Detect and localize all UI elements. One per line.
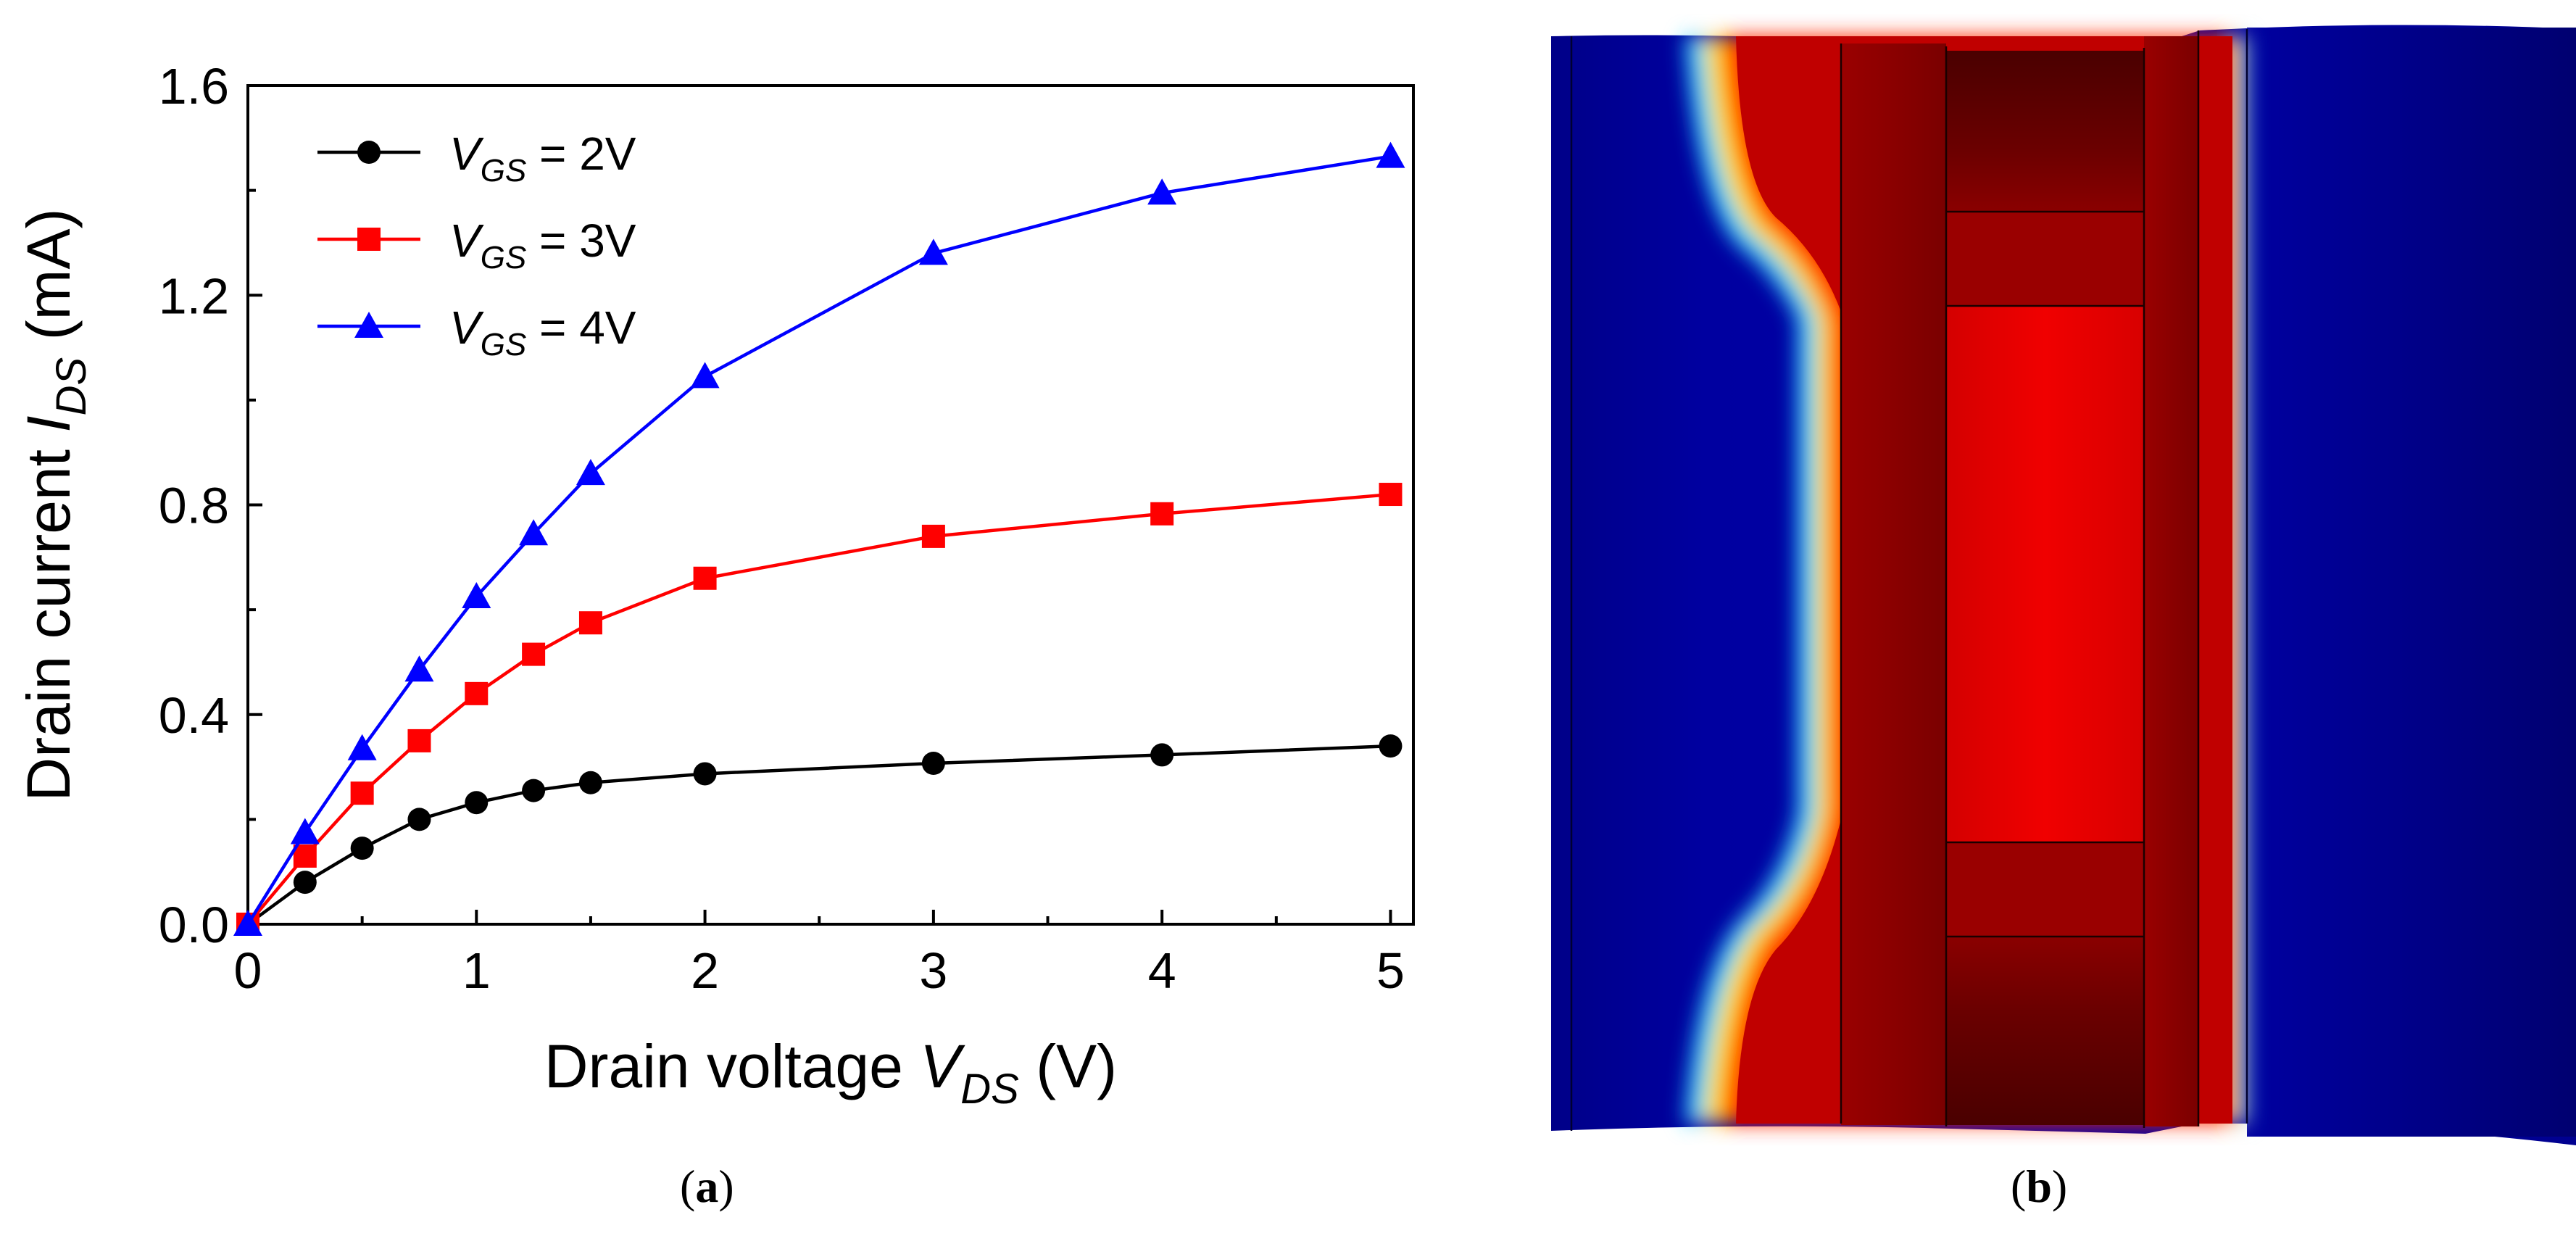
data-point xyxy=(522,642,546,666)
x-axis-label: Drain voltage VDS (V) xyxy=(544,1032,1117,1113)
y-axis-label: Drain current IDS (mA) xyxy=(14,208,95,801)
data-point xyxy=(404,655,434,682)
top-contact xyxy=(1946,51,2144,212)
data-point xyxy=(350,781,374,805)
y-tick-label: 0.0 xyxy=(159,897,229,953)
left-sidewall xyxy=(1841,43,1946,1125)
simulation-right-region xyxy=(2247,28,2576,1137)
channel xyxy=(1946,306,2144,842)
series-layer xyxy=(233,141,1405,936)
data-point xyxy=(407,808,431,831)
data-point xyxy=(350,837,374,860)
x-tick-label: 0 xyxy=(234,942,262,999)
data-point xyxy=(465,791,489,815)
data-point xyxy=(293,871,317,895)
series-2 xyxy=(236,483,1403,936)
legend: VGS = 2V VGS = 3V VGS = 4V xyxy=(317,128,636,362)
data-point xyxy=(290,818,320,844)
legend-item: VGS = 4V xyxy=(317,302,636,362)
y-tick-label: 0.4 xyxy=(159,687,229,744)
data-point xyxy=(1150,743,1174,767)
data-point xyxy=(690,362,720,389)
data-point xyxy=(576,459,605,486)
series-line xyxy=(246,492,1391,926)
x-tick-label: 1 xyxy=(462,942,491,999)
data-point xyxy=(578,771,602,794)
axes: 0 1 2 3 4 5 0.0 0.4 0.8 1.2 1.6 xyxy=(159,58,1415,999)
outer-edges xyxy=(1570,29,2248,1131)
data-point xyxy=(233,910,262,936)
data-point xyxy=(1379,734,1403,758)
x-tick-label: 2 xyxy=(691,942,719,999)
data-point xyxy=(407,729,431,752)
data-point xyxy=(1147,178,1177,205)
geometry-edges xyxy=(1840,30,2200,1128)
legend-item: VGS = 3V xyxy=(317,215,636,275)
series-line xyxy=(246,744,1391,926)
x-tick-label: 3 xyxy=(919,942,947,999)
data-point xyxy=(578,611,602,635)
legend-label: VGS = 4V xyxy=(449,302,636,362)
y-tick-label: 1.2 xyxy=(159,267,229,324)
legend-item: VGS = 2V xyxy=(317,128,636,188)
legend-label: VGS = 3V xyxy=(449,215,636,275)
y-tick-label: 1.6 xyxy=(159,58,229,115)
y-tick-label: 0.8 xyxy=(159,478,229,534)
data-point xyxy=(1150,502,1174,526)
series-1 xyxy=(236,734,1403,936)
data-point xyxy=(347,734,377,760)
caption-b: (b) xyxy=(2011,1161,2068,1212)
series-3 xyxy=(233,141,1405,936)
data-point xyxy=(293,844,317,868)
data-point xyxy=(918,238,948,265)
right-sidewall xyxy=(2144,36,2198,1126)
bottom-contact xyxy=(1946,937,2144,1125)
legend-label: VGS = 2V xyxy=(449,128,636,188)
data-point xyxy=(465,681,489,705)
data-point xyxy=(462,582,491,609)
data-point xyxy=(357,228,381,251)
data-point xyxy=(354,312,383,338)
data-point xyxy=(693,566,717,590)
data-point xyxy=(1379,483,1403,507)
data-point xyxy=(1376,141,1405,168)
data-point xyxy=(357,141,381,164)
data-point xyxy=(519,519,549,546)
data-point xyxy=(693,762,717,786)
bottom-spacer xyxy=(1946,842,2144,937)
x-tick-label: 4 xyxy=(1148,942,1176,999)
data-point xyxy=(921,524,945,548)
x-tick-label: 5 xyxy=(1376,942,1405,999)
data-point xyxy=(921,752,945,776)
plot-frame xyxy=(246,84,1415,926)
field-simulation-image xyxy=(1551,25,2576,1145)
caption-a: (a) xyxy=(680,1161,734,1212)
top-spacer xyxy=(1946,212,2144,306)
data-point xyxy=(522,779,546,802)
